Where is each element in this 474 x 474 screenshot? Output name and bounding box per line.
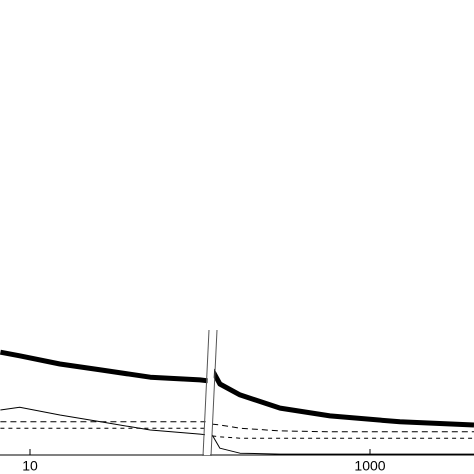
x-tick-label: 10 (22, 458, 38, 474)
data-line (0, 349, 474, 428)
data-line (0, 427, 474, 439)
break-gap (204, 330, 216, 455)
data-line (0, 406, 474, 455)
data-line (0, 421, 474, 433)
x-tick-label: 1000 (354, 458, 385, 474)
break-mark (202, 329, 210, 457)
break-mark (210, 329, 218, 457)
